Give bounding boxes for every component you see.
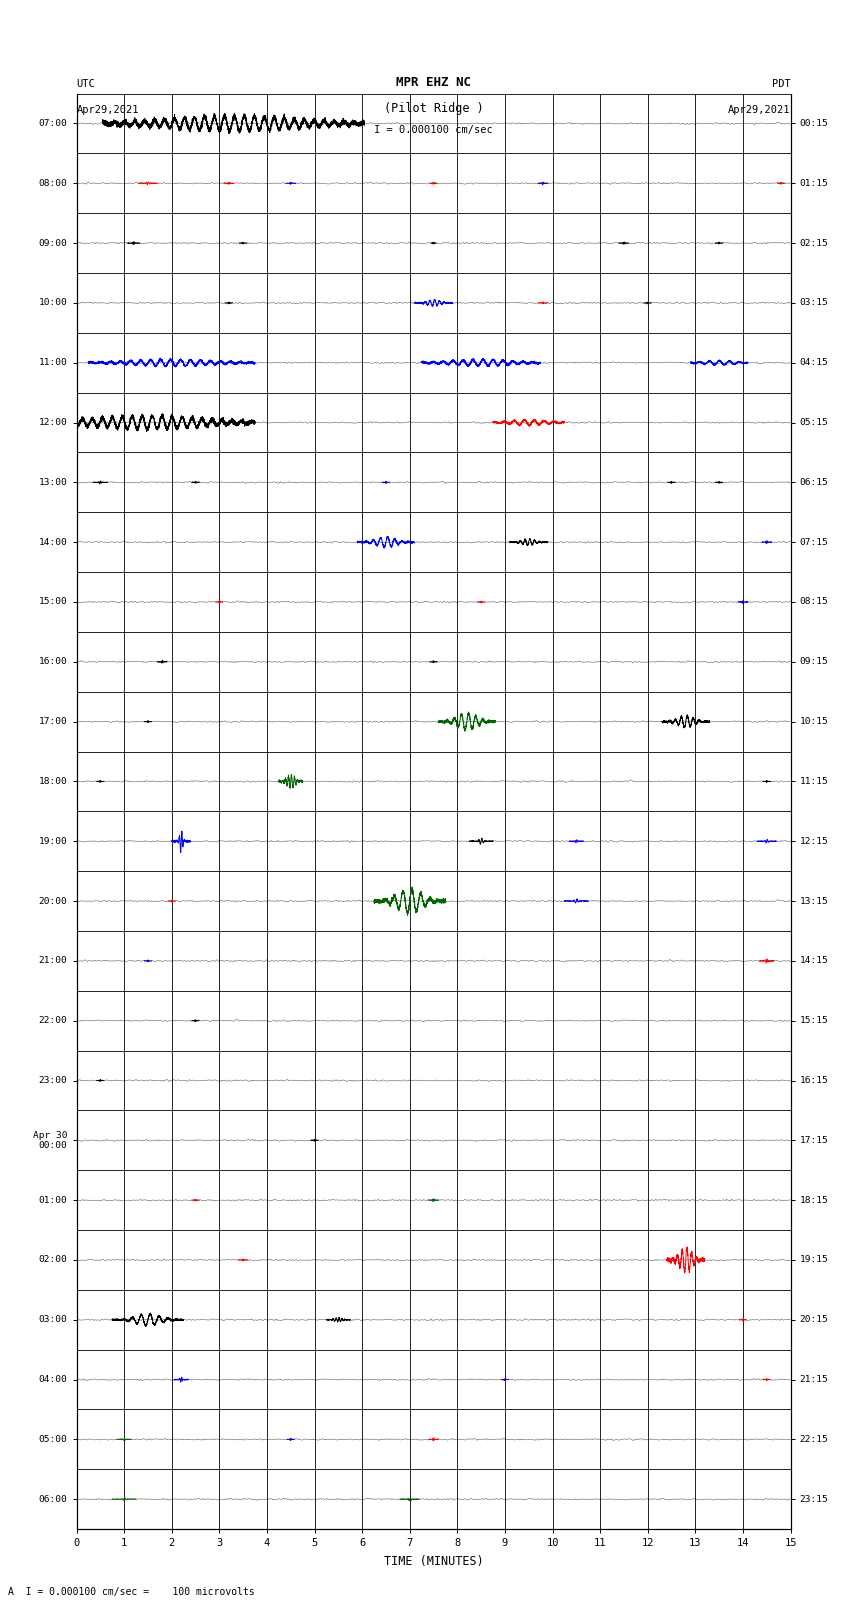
Text: Apr29,2021: Apr29,2021 — [76, 105, 139, 115]
Text: Apr29,2021: Apr29,2021 — [728, 105, 791, 115]
Text: MPR EHZ NC: MPR EHZ NC — [396, 76, 471, 89]
X-axis label: TIME (MINUTES): TIME (MINUTES) — [383, 1555, 484, 1568]
Text: I = 0.000100 cm/sec: I = 0.000100 cm/sec — [374, 126, 493, 135]
Text: PDT: PDT — [772, 79, 791, 89]
Text: (Pilot Ridge ): (Pilot Ridge ) — [383, 102, 484, 115]
Text: UTC: UTC — [76, 79, 95, 89]
Text: A  I = 0.000100 cm/sec =    100 microvolts: A I = 0.000100 cm/sec = 100 microvolts — [8, 1587, 255, 1597]
